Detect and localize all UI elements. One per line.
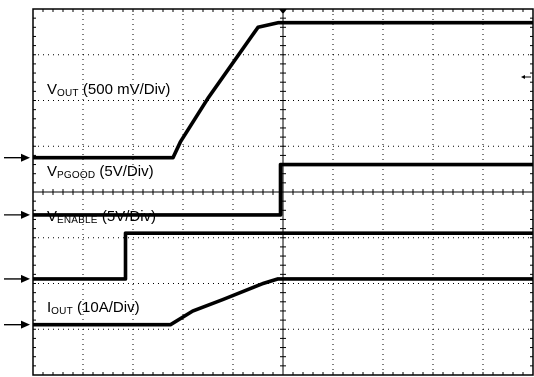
ground-marker-arrow-icon (21, 153, 30, 162)
trace-vout (33, 20, 533, 160)
series-label-venable: VENABLE (5V/Div) (47, 208, 157, 226)
ground-marker-arrow-icon (21, 210, 30, 219)
series-label-vout: VOUT (500 mV/Div) (47, 81, 171, 99)
ground-markers (4, 153, 30, 329)
ground-marker-arrow-icon (21, 320, 30, 329)
trace-vpgood (33, 162, 533, 217)
series-label-vpgood: VPGOOD (5V/Div) (47, 163, 154, 181)
trigger-marker-icon (279, 9, 287, 14)
ground-marker-arrow-icon (21, 274, 30, 283)
traces (33, 20, 533, 327)
graticule (32, 8, 534, 376)
trace-iout (33, 277, 533, 327)
series-label-iout: IOUT (10A/Div) (47, 299, 140, 317)
trigger-level-arrow-icon (521, 75, 525, 79)
trace-venable (33, 231, 533, 281)
